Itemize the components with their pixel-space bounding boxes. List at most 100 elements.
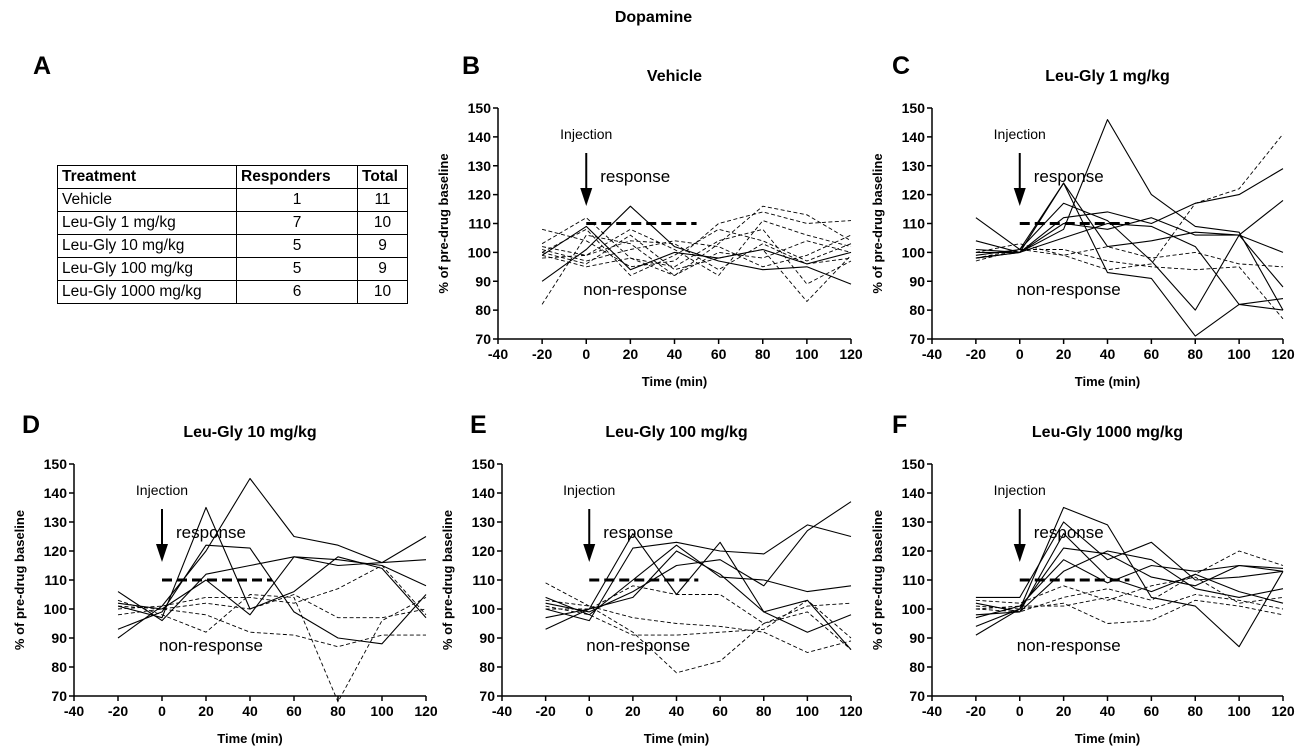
series-line (975, 506, 1284, 648)
chart-title: Vehicle (647, 68, 702, 85)
chart-panel-1: Leu-Gly 1 mg/kg Injection response non-resp… (870, 68, 1295, 389)
series-line (117, 506, 427, 619)
y-axis-label: % of pre-drug baseline (440, 510, 455, 650)
y-tick-label: 130 (468, 158, 492, 174)
table-row: Leu-Gly 1000 mg/kg 6 10 (57, 280, 408, 304)
non-response-label: non-response (1017, 280, 1121, 299)
table-cell-treatment: Leu-Gly 1000 mg/kg (57, 280, 237, 304)
x-tick-label: -20 (966, 703, 986, 719)
y-tick-label: 90 (479, 630, 495, 646)
series-line (545, 582, 852, 674)
x-axis-label: Time (min) (217, 731, 283, 746)
series-line (975, 168, 1284, 253)
x-tick-label: -40 (492, 703, 512, 719)
table-row: Leu-Gly 1 mg/kg 7 10 (57, 211, 408, 235)
panel-letter-f: F (892, 411, 908, 439)
x-tick-label: -20 (536, 703, 556, 719)
y-axis-label: % of pre-drug baseline (870, 153, 885, 293)
x-tick-label: -20 (532, 346, 552, 362)
x-tick-label: 0 (158, 703, 166, 719)
series-line (975, 550, 1284, 616)
y-tick-label: 80 (479, 659, 495, 675)
chart-title: Leu-Gly 1000 mg/kg (1032, 424, 1183, 441)
y-tick-label: 100 (44, 601, 68, 617)
x-tick-label: 40 (667, 346, 683, 362)
series-line (975, 222, 1284, 305)
y-axis-label: % of pre-drug baseline (436, 153, 451, 293)
y-tick-label: 70 (479, 688, 495, 704)
chart-panel-3: Leu-Gly 100 mg/kg Injection response non-re… (440, 424, 863, 746)
y-tick-label: 80 (909, 659, 925, 675)
injection-arrow-head (1013, 544, 1026, 562)
y-tick-label: 70 (475, 331, 491, 347)
chart-panel-4: Leu-Gly 1000 mg/kg Injection response non-r… (870, 424, 1295, 746)
panel-letter-b: B (462, 52, 481, 80)
x-tick-label: 100 (1227, 346, 1251, 362)
x-tick-label: -20 (966, 346, 986, 362)
series-line (975, 594, 1284, 610)
injection-arrow-head (583, 544, 596, 562)
x-tick-label: 60 (1144, 346, 1160, 362)
x-tick-label: 40 (242, 703, 258, 719)
y-tick-label: 130 (902, 514, 926, 530)
injection-label: Injection (563, 482, 615, 498)
y-tick-label: 150 (44, 456, 68, 472)
series-line (541, 240, 852, 276)
x-tick-label: 60 (712, 703, 728, 719)
responders-table: Treatment Responders Total Vehicle 1 11 … (57, 165, 408, 304)
y-tick-label: 130 (902, 158, 926, 174)
y-axis-label: % of pre-drug baseline (870, 510, 885, 650)
x-tick-label: 60 (1144, 703, 1160, 719)
y-tick-label: 110 (472, 572, 495, 588)
series-line (542, 240, 852, 271)
table-header-responders: Responders (236, 165, 358, 189)
series-line (545, 585, 852, 624)
x-tick-label: 120 (1271, 703, 1295, 719)
series-line (117, 556, 427, 616)
response-label: response (1034, 167, 1104, 186)
panel-letter-e: E (470, 411, 487, 439)
x-tick-label: 80 (330, 703, 346, 719)
figure-title: Dopamine (614, 9, 693, 26)
x-tick-label: 40 (1100, 703, 1116, 719)
y-tick-label: 150 (468, 100, 492, 116)
y-tick-label: 120 (472, 543, 496, 559)
y-tick-label: 100 (902, 244, 926, 260)
panel-letter-c: C (892, 52, 911, 80)
series-line (117, 556, 427, 622)
chart-title: Leu-Gly 1 mg/kg (1045, 68, 1169, 85)
x-tick-label: 80 (1187, 346, 1203, 362)
y-tick-label: 70 (909, 331, 925, 347)
x-tick-label: 80 (1187, 703, 1203, 719)
y-tick-label: 120 (902, 187, 926, 203)
x-tick-label: -40 (64, 703, 84, 719)
x-tick-label: 0 (585, 703, 593, 719)
x-tick-label: 20 (623, 346, 639, 362)
series-line (975, 249, 1284, 320)
series-line (545, 599, 852, 653)
non-response-label: non-response (1017, 636, 1121, 655)
x-axis-label: Time (min) (642, 374, 708, 389)
injection-arrow-head (580, 188, 593, 206)
y-tick-label: 80 (909, 302, 925, 318)
series-line (975, 199, 1284, 311)
y-tick-label: 120 (468, 187, 492, 203)
y-axis-label: % of pre-drug baseline (12, 510, 27, 650)
chart-panel-0: Vehicle Injection response non-response 70 80… (436, 68, 863, 389)
y-tick-label: 140 (468, 129, 492, 145)
series-line (975, 182, 1284, 337)
x-tick-label: 100 (795, 346, 819, 362)
series-line (541, 228, 852, 276)
table-row: Leu-Gly 100 mg/kg 5 9 (57, 257, 408, 281)
series-line (975, 559, 1284, 619)
x-tick-label: 100 (796, 703, 820, 719)
y-tick-label: 110 (44, 572, 67, 588)
y-tick-label: 70 (51, 688, 67, 704)
injection-label: Injection (994, 482, 1046, 498)
series-line (975, 550, 1284, 613)
x-tick-label: 120 (839, 346, 863, 362)
x-tick-label: -40 (922, 346, 942, 362)
chart-title: Leu-Gly 10 mg/kg (183, 424, 316, 441)
series-line (117, 608, 426, 648)
